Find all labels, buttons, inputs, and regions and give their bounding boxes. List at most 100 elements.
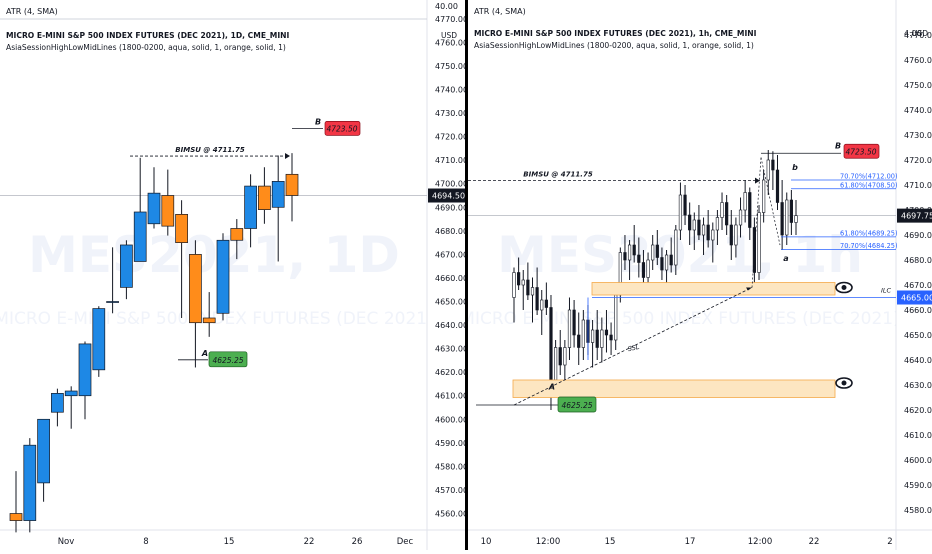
candle-body[interactable]	[646, 259, 650, 278]
candle-body[interactable]	[655, 244, 659, 258]
a-label: A	[201, 349, 208, 358]
candle-body[interactable]	[674, 229, 678, 266]
time-tick-label: 17	[685, 537, 696, 547]
candle-body[interactable]	[161, 195, 175, 227]
candle-body[interactable]	[627, 244, 632, 261]
candle-body[interactable]	[697, 219, 701, 236]
candle-body[interactable]	[549, 307, 553, 381]
candle-body[interactable]	[572, 309, 576, 336]
candle-body[interactable]	[133, 211, 147, 262]
candle-body[interactable]	[544, 299, 548, 308]
chart-panel-daily[interactable]: MES2021, 1D MICRO E-MINI S&P 500 INDEX FU…	[0, 0, 468, 550]
candle-body[interactable]	[595, 329, 599, 348]
candle-body[interactable]	[660, 257, 664, 271]
candle-body[interactable]	[775, 169, 780, 203]
candle-body[interactable]	[664, 254, 669, 271]
candle-body[interactable]	[604, 329, 609, 336]
candle-body[interactable]	[147, 192, 161, 225]
candle-body[interactable]	[789, 199, 793, 223]
candle-body[interactable]	[780, 202, 784, 236]
candle-body[interactable]	[577, 334, 581, 348]
candle-body[interactable]	[558, 347, 562, 366]
candle-body[interactable]	[120, 244, 133, 288]
candle-body[interactable]	[563, 347, 567, 366]
candle-body[interactable]	[692, 219, 696, 231]
candle-body[interactable]	[720, 202, 724, 218]
candle-body[interactable]	[725, 202, 729, 226]
candle-body[interactable]	[651, 244, 655, 261]
panel-divider[interactable]	[465, 0, 468, 550]
price-axis[interactable]	[427, 0, 465, 550]
candle-body[interactable]	[202, 317, 216, 324]
candle-body[interactable]	[683, 194, 687, 216]
price-tick-label: 4710.00	[435, 156, 465, 165]
candle-body[interactable]	[64, 390, 78, 397]
candle-body[interactable]	[590, 329, 595, 343]
candle-body[interactable]	[669, 254, 673, 266]
candle-body[interactable]	[51, 393, 64, 413]
candle-body[interactable]	[512, 272, 516, 298]
candle-body[interactable]	[729, 224, 733, 246]
candle-body[interactable]	[175, 214, 188, 243]
chart-panel-hourly[interactable]: MES2021, 1h MICRO E-MINI S&P 500 INDEX FU…	[460, 0, 932, 550]
currency-label: USD	[441, 31, 457, 40]
candle-body[interactable]	[540, 299, 544, 311]
daily-chart-svg[interactable]: MES2021, 1D MICRO E-MINI S&P 500 INDEX FU…	[0, 0, 468, 550]
candle-body[interactable]	[189, 254, 202, 324]
candle-body[interactable]	[678, 194, 683, 231]
candle-body[interactable]	[738, 209, 743, 226]
candle-body[interactable]	[766, 159, 770, 181]
candle-body[interactable]	[285, 173, 299, 196]
candle-body[interactable]	[23, 444, 37, 521]
fib-label-upper: 61.80%(4708.50)	[840, 181, 898, 189]
price-tick-label: 4690.00	[904, 231, 932, 240]
b-price-text: 4723.50	[326, 124, 357, 133]
candle-body[interactable]	[216, 239, 230, 314]
candle-body[interactable]	[521, 279, 525, 286]
price-axis[interactable]	[896, 0, 932, 550]
candle-body[interactable]	[688, 214, 692, 231]
candle-body[interactable]	[244, 185, 257, 229]
price-tick-label: 4570.00	[435, 486, 465, 495]
candle-body[interactable]	[581, 319, 585, 348]
candle-body[interactable]	[641, 262, 646, 278]
candle-body[interactable]	[706, 224, 710, 241]
candle-body[interactable]	[530, 287, 535, 296]
candle-body[interactable]	[517, 272, 521, 286]
candle-body[interactable]	[757, 212, 761, 273]
candle-body[interactable]	[794, 215, 798, 223]
study-label: ATR (4, SMA)	[6, 7, 58, 16]
candle-body[interactable]	[762, 179, 766, 213]
candle-body[interactable]	[271, 181, 285, 208]
candle-body[interactable]	[526, 279, 530, 296]
candle-body[interactable]	[37, 418, 50, 484]
candle-body[interactable]	[554, 347, 558, 381]
candle-body[interactable]	[623, 252, 627, 261]
candle-body[interactable]	[748, 192, 752, 228]
candle-body[interactable]	[535, 287, 539, 311]
candle-body[interactable]	[106, 301, 119, 303]
candle-body[interactable]	[258, 185, 271, 210]
candle-body[interactable]	[743, 192, 747, 211]
candle-body[interactable]	[78, 343, 92, 397]
candle-body[interactable]	[771, 159, 775, 171]
ssl-arrowhead	[746, 287, 752, 291]
candle-body[interactable]	[632, 244, 636, 256]
candle-body[interactable]	[711, 229, 715, 241]
study-axis-value: 40.00	[435, 2, 458, 11]
candle-body[interactable]	[715, 217, 720, 231]
candle-body[interactable]	[785, 199, 789, 236]
candle-body[interactable]	[637, 254, 641, 263]
a-label: A	[548, 383, 555, 392]
candle-body[interactable]	[614, 294, 618, 341]
candle-body[interactable]	[734, 224, 738, 246]
candle-body[interactable]	[9, 513, 23, 521]
candle-body[interactable]	[567, 309, 572, 348]
candle-body[interactable]	[92, 308, 106, 371]
candle-body[interactable]	[609, 334, 613, 341]
a-price-text: 4625.25	[561, 401, 592, 410]
candle-body[interactable]	[600, 329, 604, 348]
candle-body[interactable]	[230, 228, 244, 241]
candle-body[interactable]	[701, 224, 706, 236]
